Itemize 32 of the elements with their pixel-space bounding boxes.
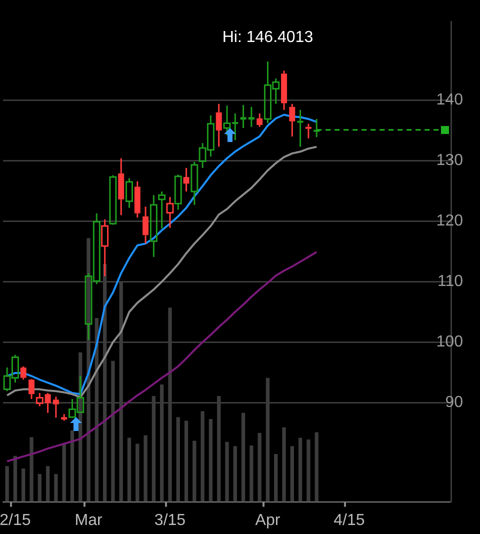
candlestick	[142, 206, 149, 244]
candlestick	[118, 158, 124, 216]
annotation: Hi: 146.4013	[222, 28, 314, 46]
candlestick	[183, 167, 190, 192]
candlestick	[190, 161, 198, 206]
x-tick-label: 4/15	[334, 512, 365, 529]
candlestick	[158, 190, 166, 230]
candlestick	[150, 194, 158, 258]
y-tick-label: 100	[436, 334, 464, 351]
y-tick-label: 120	[436, 212, 464, 230]
candlestick	[305, 123, 312, 140]
candlestick	[289, 103, 296, 138]
candlestick	[248, 106, 254, 128]
candlestick	[216, 103, 222, 148]
candlestick	[256, 112, 263, 128]
x-tick-label: Apr	[255, 512, 281, 529]
candlestick	[240, 104, 246, 129]
x-tick-label: 3/15	[154, 512, 186, 529]
candlestick	[166, 196, 174, 229]
candlestick	[61, 413, 68, 422]
candlestick	[134, 180, 140, 218]
y-tick-label: 130	[436, 152, 464, 170]
candlestick	[101, 218, 109, 277]
candlestick	[126, 177, 134, 209]
y-tick-label: 90	[445, 394, 464, 412]
y-tick-label: 110	[437, 273, 464, 290]
y-tick-label: 140	[436, 92, 464, 109]
candlestick	[281, 70, 288, 111]
x-tick-label: 2/15	[0, 512, 31, 529]
candlestick	[52, 396, 59, 418]
candlestick	[297, 109, 304, 148]
x-tick-label: Mar	[74, 512, 103, 529]
